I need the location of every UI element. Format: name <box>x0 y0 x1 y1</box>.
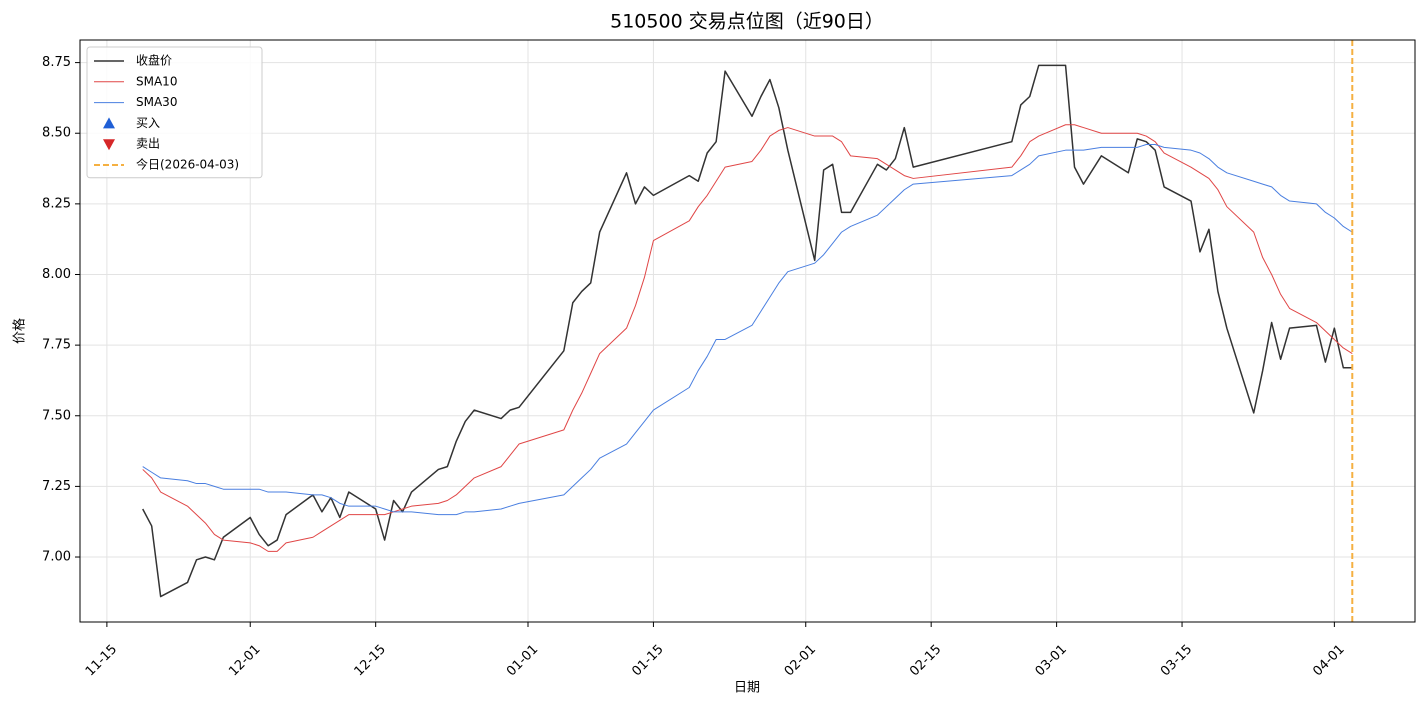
x-tick-label: 03-15 <box>1158 642 1195 679</box>
price-line <box>142 64 1353 598</box>
x-axis-label: 日期 <box>734 681 760 696</box>
x-tick-label: 12-01 <box>226 642 263 679</box>
y-axis-label: 价格 <box>12 318 28 344</box>
legend-box <box>86 46 263 179</box>
legend-label: 收盘价 <box>136 53 172 68</box>
y-tick-label: 7.50 <box>42 408 71 423</box>
legend-label: 卖出 <box>136 137 160 151</box>
price-line <box>142 124 1353 552</box>
legend-label: SMA30 <box>136 95 177 109</box>
x-tick-label: 04-01 <box>1310 642 1347 679</box>
y-tick-label: 7.00 <box>42 550 71 565</box>
legend-label: 今日(2026-04-03) <box>136 157 239 172</box>
y-tick-label: 8.25 <box>42 196 71 211</box>
x-tick-label: 11-15 <box>83 642 120 679</box>
x-tick-label: 03-01 <box>1033 642 1070 679</box>
legend-label: 买入 <box>136 116 160 130</box>
y-tick-label: 7.25 <box>42 479 71 494</box>
x-tick-label: 02-15 <box>907 642 944 679</box>
y-tick-label: 8.00 <box>42 267 71 282</box>
grid <box>80 40 1415 622</box>
legend-swatch <box>103 117 115 129</box>
legend-label: SMA10 <box>136 74 177 88</box>
chart-title: 510500 交易点位图（近90日） <box>610 11 884 33</box>
y-tick-label: 8.75 <box>42 55 71 70</box>
y-tick-label: 7.75 <box>42 338 71 353</box>
y-tick-label: 8.50 <box>42 126 71 141</box>
x-tick-label: 02-01 <box>782 642 819 679</box>
legend-swatch <box>103 139 115 151</box>
price-line <box>142 144 1353 516</box>
x-tick-label: 01-01 <box>504 642 541 679</box>
x-tick-label: 12-15 <box>352 642 389 679</box>
plot-frame <box>79 39 1416 623</box>
x-tick-label: 01-15 <box>629 642 666 679</box>
